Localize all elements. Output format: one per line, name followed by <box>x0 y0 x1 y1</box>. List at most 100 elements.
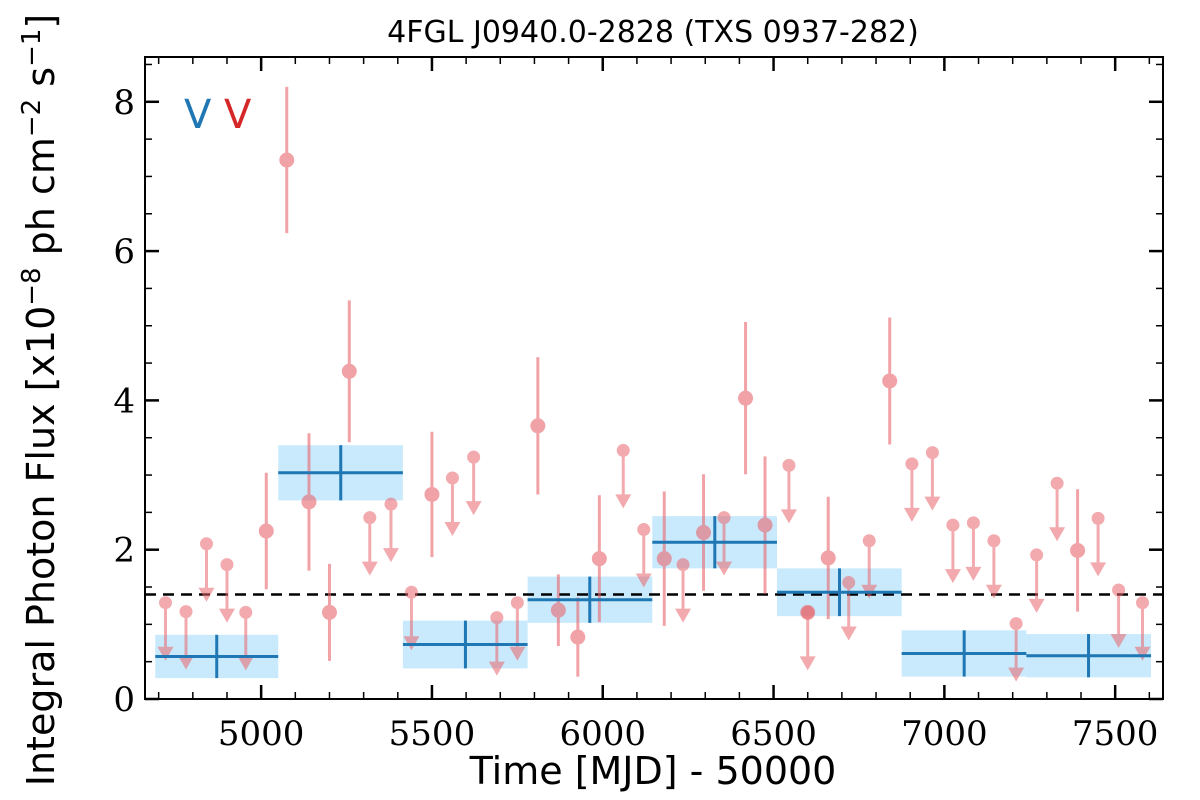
upper-limit-24 <box>985 534 1002 599</box>
detection-marker <box>738 390 754 406</box>
detection-marker <box>757 517 773 533</box>
x-tick-label: 5000 <box>218 714 305 754</box>
detection-marker <box>656 551 672 567</box>
upper-limit-arrowhead <box>924 496 941 511</box>
detection-marker <box>424 486 440 502</box>
bin-5 <box>776 568 902 617</box>
detection-7 <box>550 574 566 646</box>
upper-limit-8 <box>444 471 461 537</box>
upper-limit-5 <box>361 511 378 576</box>
detection-17 <box>1070 489 1086 612</box>
upper-limit-arrowhead <box>965 566 982 581</box>
upper-limit-arrowhead <box>177 655 194 670</box>
detection-15 <box>820 496 836 620</box>
upper-limit-11 <box>509 596 526 661</box>
plot-area: 5000 5500 6000 6500 7000 7500 0 2 4 6 8 V V <box>113 56 1164 754</box>
y-tick-label: 8 <box>113 83 135 123</box>
x-tick-label: 7500 <box>1072 714 1159 754</box>
y-tick-label: 6 <box>113 232 135 272</box>
detection-marker <box>820 550 836 566</box>
bin-4 <box>652 516 777 569</box>
upper-limit-28 <box>1090 511 1107 577</box>
detection-11 <box>696 474 712 591</box>
upper-limit-29 <box>1110 583 1127 649</box>
upper-limit-arrowhead <box>509 646 526 661</box>
upper-limit-26 <box>1028 548 1045 613</box>
upper-limit-18 <box>840 576 857 641</box>
upper-limit-arrowhead <box>780 509 797 524</box>
plot-frame <box>144 56 1164 700</box>
upper-limit-arrowhead <box>444 522 461 537</box>
upper-limit-30 <box>1134 596 1151 661</box>
upper-limit-arrowhead <box>903 507 920 522</box>
detection-marker <box>301 494 317 510</box>
detection-marker <box>570 629 586 645</box>
detection-marker <box>800 604 816 620</box>
detection-marker <box>591 551 607 567</box>
detection-0 <box>258 472 274 590</box>
detection-16 <box>882 317 898 445</box>
upper-limit-arrowhead <box>218 608 235 623</box>
bin-1 <box>278 445 403 501</box>
detection-2 <box>301 433 317 571</box>
upper-limit-3 <box>218 558 235 623</box>
upper-limit-25 <box>1008 617 1025 682</box>
detection-3 <box>321 563 337 661</box>
upper-limit-23 <box>965 516 982 581</box>
y-axis-label: Integral Photon Flux [x10−8 ph cm−2 s−1] <box>17 14 63 787</box>
detection-marker <box>258 523 274 539</box>
upper-limit-arrowhead <box>716 561 733 576</box>
upper-limit-arrowhead <box>361 561 378 576</box>
y-label-exp-3: −1 <box>17 29 47 67</box>
legend-marker-0: V <box>184 92 212 138</box>
bin-2 <box>402 620 528 669</box>
chart-title: 4FGL J0940.0-2828 (TXS 0937-282) <box>387 15 919 50</box>
detection-marker <box>341 363 357 379</box>
detection-marker <box>882 373 898 389</box>
upper-limit-1 <box>177 605 194 670</box>
upper-limit-arrowhead <box>488 661 505 676</box>
upper-limit-arrowhead <box>1049 527 1066 542</box>
y-label-exp-1: −8 <box>17 267 47 305</box>
y-tick-label: 0 <box>113 680 135 720</box>
x-tick-label: 7000 <box>901 714 988 754</box>
bin-7 <box>1026 634 1152 678</box>
upper-limit-arrowhead <box>1090 562 1107 577</box>
upper-limit-4 <box>237 605 254 671</box>
y-tick-label: 4 <box>113 381 135 421</box>
upper-limit-0 <box>157 596 174 661</box>
detection-marker <box>1070 542 1086 558</box>
upper-limit-arrowhead <box>1110 634 1127 649</box>
detection-8 <box>570 597 586 677</box>
detection-14 <box>800 604 816 620</box>
upper-limit-arrowhead <box>1134 646 1151 661</box>
detection-marker <box>279 152 295 168</box>
detection-marker <box>550 602 566 618</box>
upper-limit-arrowhead <box>985 584 1002 599</box>
x-axis-label: Time [MJD] - 50000 <box>469 749 837 793</box>
upper-limit-9 <box>465 450 482 516</box>
upper-limit-arrowhead <box>799 656 816 671</box>
y-label-mid-1: ph cm <box>19 137 63 267</box>
upper-limit-arrowhead <box>944 569 961 584</box>
detection-5 <box>424 431 440 558</box>
detection-4 <box>341 300 357 443</box>
bin-0 <box>155 634 279 679</box>
upper-limit-16 <box>780 458 797 524</box>
detection-10 <box>656 491 672 626</box>
upper-limit-12 <box>615 443 632 509</box>
upper-limit-20 <box>903 457 920 522</box>
upper-limit-19 <box>861 534 878 599</box>
x-tick-label: 6500 <box>730 714 817 754</box>
upper-limit-arrowhead <box>157 646 174 661</box>
y-label-end: ] <box>19 14 63 29</box>
upper-limit-arrowhead <box>615 494 632 509</box>
upper-limit-21 <box>924 446 941 511</box>
detection-12 <box>738 322 754 475</box>
upper-limit-arrowhead <box>840 626 857 641</box>
detection-1 <box>279 86 295 234</box>
detection-marker <box>530 418 546 434</box>
upper-limit-arrowhead <box>1008 667 1025 682</box>
